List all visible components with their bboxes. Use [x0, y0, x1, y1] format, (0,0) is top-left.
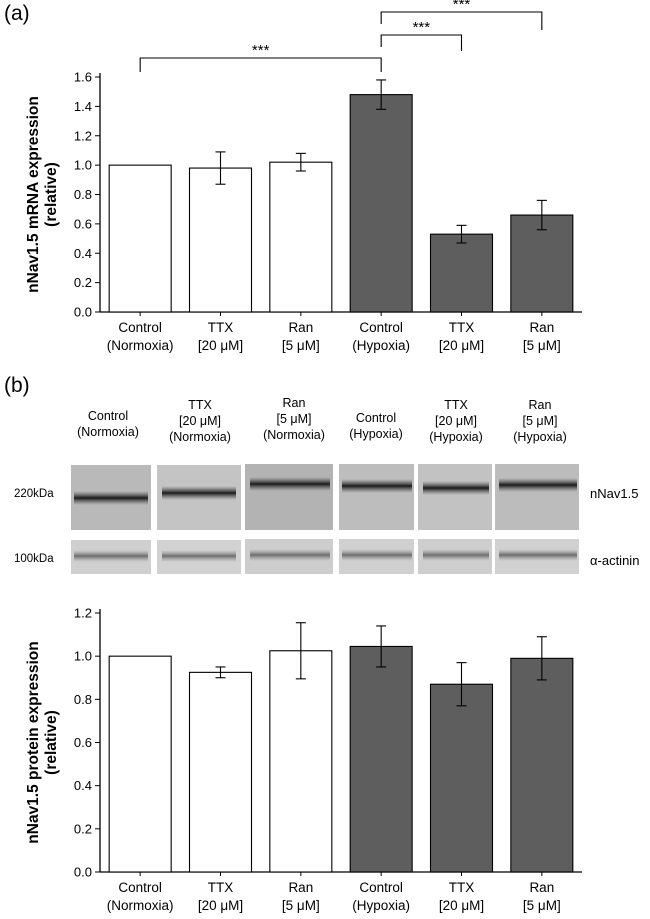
- mrna-x-tick-label: Control: [359, 320, 403, 335]
- protein-x-tick-label: [5 μM]: [523, 898, 561, 913]
- mrna-y-tick-label: 0.0: [74, 305, 92, 320]
- band-nnav15-5: [423, 481, 489, 495]
- blot-lane-label-3: Ran [5 μM] (Normoxia): [263, 396, 325, 442]
- blot-lane-5-upper: [418, 464, 492, 530]
- mrna-y-label: nNav1.5 mRNA expression: [25, 96, 42, 293]
- mrna-x-tick-label: [20 μM]: [439, 338, 484, 353]
- protein-bar: [510, 657, 574, 873]
- band-nnav15-4: [342, 479, 412, 493]
- mrna-bar: [108, 164, 172, 313]
- protein-x-tick-label: Control: [359, 880, 403, 895]
- mrna-significance-label: ***: [413, 19, 431, 36]
- protein-x-tick-label: [20 μM]: [198, 898, 243, 913]
- protein-y-tick-label: 1.2: [74, 606, 92, 621]
- blot-lane-label-6: Ran [5 μM] (Hypoxia): [513, 398, 567, 444]
- protein-y-tick-label: 1.0: [74, 649, 92, 664]
- mrna-y-label: (relative): [43, 162, 60, 227]
- mrna-bar: [269, 161, 333, 313]
- marker-220kda: 220kDa: [14, 488, 54, 500]
- mrna-y-tick-label: 1.2: [74, 128, 92, 143]
- mrna-x-tick-label: [20 μM]: [198, 338, 243, 353]
- protein-x-tick-label: Control: [118, 880, 162, 895]
- blot-lane-3-upper: [245, 464, 333, 530]
- mrna-bar-chart: 0.0 0.2 0.4 0.6 0.8 1.0 1.2 1.4 1.6 Control (Normo…: [25, 0, 582, 353]
- protein-bar: [429, 683, 494, 873]
- band-nnav15-3: [250, 477, 330, 491]
- band-actinin-5: [423, 549, 489, 561]
- blot-lane-6-upper: [495, 464, 579, 530]
- protein-bar-chart: 0.0 0.2 0.4 0.6 0.8 1.0 1.2 Control (Normoxia) TT…: [25, 606, 582, 913]
- protein-x-tick-label: (Normoxia): [107, 898, 174, 913]
- band-label-nnav15: nNav1.5: [590, 486, 639, 501]
- panel-a-label: (a): [4, 2, 30, 25]
- actinin-blot-strip: [71, 539, 579, 574]
- panel-b-label: (b): [4, 374, 30, 397]
- mrna-significance-label: ***: [453, 0, 471, 13]
- protein-y-tick-label: 0.6: [74, 735, 92, 750]
- mrna-bar: [429, 233, 494, 313]
- band-nnav15-1: [74, 491, 148, 505]
- mrna-y-tick-label: 0.6: [74, 216, 92, 231]
- protein-x-tick-label: (Hypoxia): [352, 898, 410, 913]
- mrna-x-tick-label: TTX: [208, 320, 234, 335]
- mrna-bar: [188, 167, 253, 313]
- protein-bar: [108, 655, 172, 873]
- protein-y-tick-label: 0.4: [74, 778, 92, 793]
- mrna-x-tick-label: Ran: [529, 320, 554, 335]
- mrna-significance-label: ***: [252, 42, 270, 59]
- mrna-x-tick-label: [5 μM]: [282, 338, 320, 353]
- band-actinin-2: [162, 550, 236, 562]
- protein-x-tick-label: [5 μM]: [282, 898, 320, 913]
- band-label-actinin: α-actinin: [590, 553, 640, 568]
- protein-y-label: nNav1.5 protein expression: [25, 641, 42, 843]
- blot-lane-4-upper: [339, 464, 414, 530]
- protein-x-tick-label: Ran: [529, 880, 554, 895]
- western-blot: Control (Normoxia) TTX [20 μM] (Normoxia) R…: [0, 385, 650, 585]
- protein-x-tick-label: TTX: [208, 880, 234, 895]
- protein-y-tick-label: 0.8: [74, 692, 92, 707]
- band-nnav15-2: [162, 486, 236, 500]
- mrna-significance-bracket: [380, 34, 463, 51]
- protein-x-tick-label: [20 μM]: [439, 898, 484, 913]
- protein-bar: [349, 645, 413, 873]
- protein-y-tick-label: 0.0: [74, 865, 92, 880]
- mrna-x-tick-label: (Hypoxia): [352, 338, 410, 353]
- mrna-y-tick-label: 1.6: [74, 70, 92, 85]
- band-actinin-6: [499, 549, 577, 561]
- mrna-y-tick-label: 0.8: [74, 187, 92, 202]
- mrna-x-tick-label: Ran: [288, 320, 313, 335]
- protein-y-label: (relative): [43, 710, 60, 775]
- mrna-significance-bracket: [139, 57, 382, 72]
- band-actinin-3: [250, 549, 330, 561]
- mrna-x-tick-label: [5 μM]: [523, 338, 561, 353]
- blot-lane-label-1: Control (Normoxia): [77, 409, 139, 439]
- mrna-y-tick-label: 1.4: [74, 99, 92, 114]
- protein-x-tick-label: Ran: [288, 880, 313, 895]
- mrna-x-tick-label: (Normoxia): [107, 338, 174, 353]
- mrna-significance-bracket: [380, 11, 543, 30]
- protein-y-tick-label: 0.2: [74, 821, 92, 836]
- protein-x-tick-label: TTX: [449, 880, 475, 895]
- marker-100kda: 100kDa: [14, 553, 54, 565]
- mrna-x-tick-label: Control: [118, 320, 162, 335]
- mrna-bar: [349, 94, 413, 313]
- mrna-bar: [510, 214, 574, 313]
- mrna-y-tick-label: 0.2: [74, 275, 92, 290]
- blot-lane-label-5: TTX [20 μM] (Hypoxia): [429, 398, 483, 444]
- blot-lane-label-4: Control (Hypoxia): [349, 411, 403, 441]
- blot-lane-label-2: TTX [20 μM] (Normoxia): [169, 398, 231, 444]
- band-actinin-4: [342, 549, 412, 561]
- band-nnav15-6: [499, 478, 577, 492]
- protein-bar: [269, 650, 333, 873]
- nnav15-blot-strip: [71, 464, 579, 530]
- band-actinin-1: [74, 550, 148, 562]
- mrna-x-tick-label: TTX: [449, 320, 475, 335]
- protein-bar: [188, 671, 253, 873]
- blot-image: [71, 464, 579, 574]
- mrna-y-tick-label: 1.0: [74, 158, 92, 173]
- mrna-y-tick-label: 0.4: [74, 246, 92, 261]
